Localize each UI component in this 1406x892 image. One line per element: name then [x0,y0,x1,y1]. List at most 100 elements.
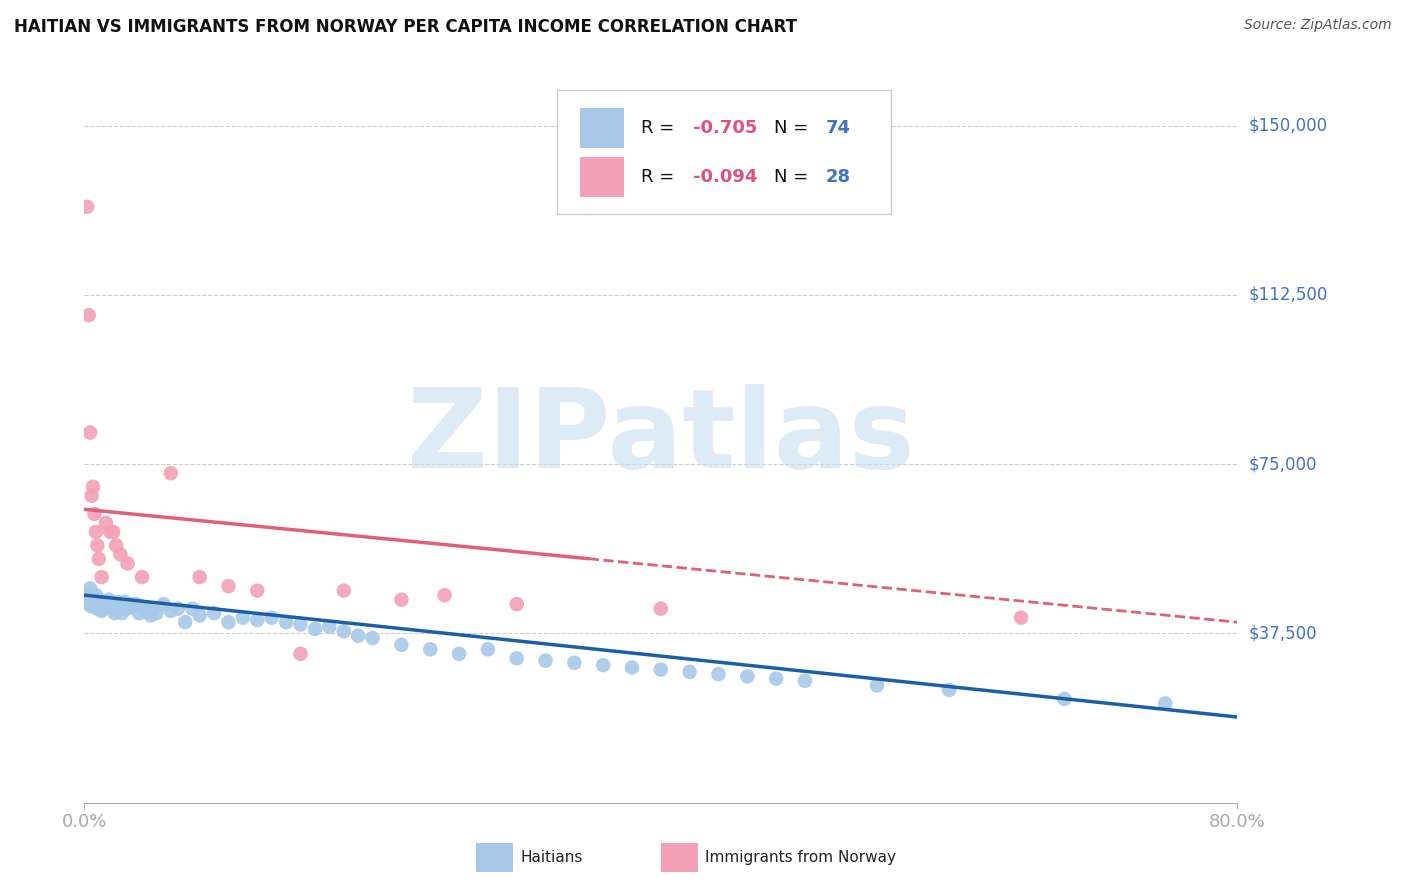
Text: HAITIAN VS IMMIGRANTS FROM NORWAY PER CAPITA INCOME CORRELATION CHART: HAITIAN VS IMMIGRANTS FROM NORWAY PER CA… [14,18,797,36]
Point [433,588,456,602]
Point [76,200,98,214]
Point [707,667,730,681]
Point [449,647,471,661]
Point [592,658,614,673]
Point [477,642,499,657]
Point [506,651,529,665]
Text: 74: 74 [825,119,851,137]
Point [139,608,162,623]
Point [114,595,136,609]
Point [110,597,132,611]
Point [91,597,114,611]
Point [103,597,124,611]
Point [361,631,384,645]
Text: $150,000: $150,000 [1249,117,1327,135]
Point [104,606,127,620]
Point [128,606,150,620]
Point [621,660,644,674]
Point [82,480,104,494]
Point [98,524,121,539]
Point [83,507,105,521]
Text: R =: R = [641,168,681,186]
Point [83,597,105,611]
Point [246,583,269,598]
Text: Haitians: Haitians [520,850,582,865]
Point [77,597,100,611]
Text: $37,500: $37,500 [1249,624,1317,642]
Point [564,656,586,670]
Point [87,552,110,566]
Point [188,570,211,584]
Bar [661,843,697,872]
Point [202,606,225,620]
Point [117,601,139,615]
Point [79,425,101,440]
Point [866,678,889,692]
Point [218,615,240,630]
Point [77,308,100,322]
Point [174,615,197,630]
FancyBboxPatch shape [557,90,891,214]
Point [1010,610,1032,624]
Point [506,597,529,611]
Point [218,579,240,593]
Point [110,548,132,562]
Text: Source: ZipAtlas.com: Source: ZipAtlas.com [1244,18,1392,32]
Point [86,601,108,615]
Point [1053,692,1076,706]
Point [131,570,153,584]
Point [290,617,312,632]
Point [131,599,153,614]
Point [103,524,124,539]
Point [276,615,298,630]
Text: $112,500: $112,500 [1249,285,1327,304]
Point [167,601,190,615]
Text: $75,000: $75,000 [1249,455,1317,473]
Point [765,672,787,686]
Point [107,595,129,609]
Point [152,597,174,611]
Point [260,610,283,624]
Point [86,538,108,552]
Point [90,570,112,584]
Point [391,638,413,652]
Text: R =: R = [641,119,681,137]
Point [97,592,120,607]
Bar [581,108,624,148]
Point [145,606,167,620]
Point [391,592,413,607]
Point [84,588,107,602]
Point [1154,697,1177,711]
Point [304,622,326,636]
Point [188,608,211,623]
Point [134,604,156,618]
Point [246,613,269,627]
Point [105,538,128,552]
Point [347,629,370,643]
Text: ZIPatlas: ZIPatlas [406,384,915,491]
Point [79,582,101,596]
Point [80,599,103,614]
Point [98,597,121,611]
Point [333,583,356,598]
Text: -0.705: -0.705 [693,119,758,137]
Point [737,669,759,683]
Bar [477,843,513,872]
Point [87,592,110,607]
Point [94,595,117,609]
Point [650,663,672,677]
Point [232,610,254,624]
Point [534,654,557,668]
Point [938,682,960,697]
Point [122,599,145,614]
Point [136,601,159,615]
Point [89,595,111,609]
Point [419,642,441,657]
Point [96,599,118,614]
Point [679,665,702,679]
Point [105,599,128,614]
Point [94,516,117,530]
Point [794,673,817,688]
Point [117,557,139,571]
Point [333,624,356,639]
